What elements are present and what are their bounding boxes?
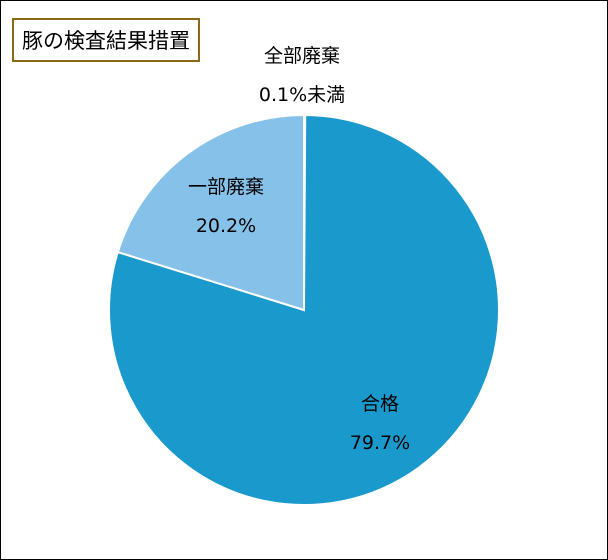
slice-value-label: 20.2% xyxy=(196,215,256,237)
pie-slice-2 xyxy=(108,113,500,506)
slice-name-label: 一部廃棄 xyxy=(188,176,264,198)
slice-name-label: 合格 xyxy=(361,393,399,415)
chart-title: 豚の検査結果措置 xyxy=(12,18,200,62)
pie-slice-3 xyxy=(116,113,305,312)
slice-value-label: 0.1%未満 xyxy=(259,84,345,106)
slice-value-label: 79.7% xyxy=(350,432,410,454)
slice-name-label: 全部廃棄 xyxy=(264,45,340,67)
